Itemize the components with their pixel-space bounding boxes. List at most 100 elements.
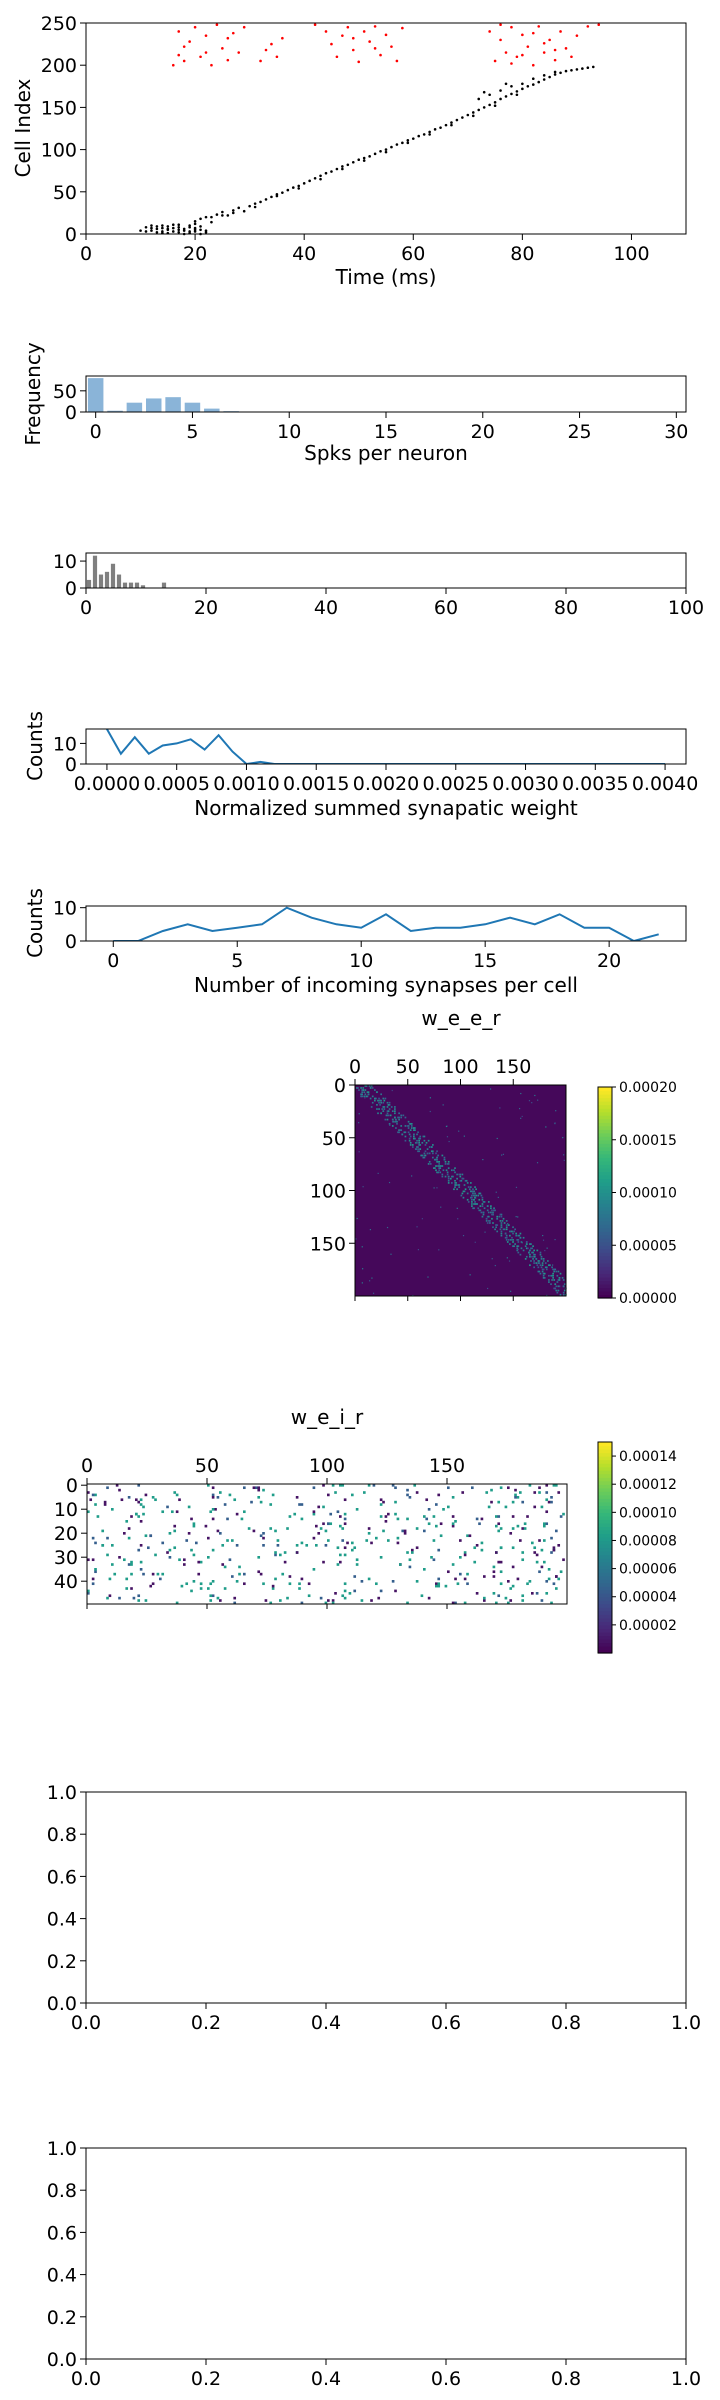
heatmap-cell (510, 1290, 512, 1292)
heatmap-cell (467, 1201, 470, 1203)
heatmap-cell (415, 1491, 419, 1494)
x-tick-label: 100 (442, 1056, 478, 1078)
colorbar-segment (598, 1473, 612, 1478)
x-tick-label: 20 (597, 950, 621, 972)
colorbar-segment (598, 1484, 612, 1489)
colorbar-segment (598, 1196, 612, 1201)
x-tick-label: 150 (495, 1056, 531, 1078)
heatmap-cell (548, 1264, 550, 1267)
heatmap-cell (334, 1491, 337, 1494)
heatmap-cell (437, 1154, 439, 1157)
heatmap-cell (435, 1158, 437, 1161)
heatmap-cell (485, 1491, 489, 1494)
heatmap-cell (505, 1228, 508, 1231)
heatmap-cell (228, 1493, 232, 1497)
heatmap-cell (545, 1491, 549, 1494)
heatmap-cell (409, 1129, 412, 1131)
heatmap-cell (509, 1532, 513, 1535)
spike-point (335, 167, 339, 171)
heatmap-cell (367, 1577, 371, 1581)
heatmap-cell (447, 1160, 450, 1163)
heatmap-cell (226, 1539, 229, 1542)
heatmap-cell (466, 1534, 469, 1538)
heatmap-cell (473, 1546, 477, 1550)
heatmap-cell (545, 1484, 549, 1487)
heatmap-cell (372, 1484, 376, 1487)
heatmap-cell (461, 1192, 464, 1195)
heatmap-cell (531, 1592, 534, 1595)
heatmap-cell (531, 1102, 533, 1104)
colorbar-segment (598, 1445, 612, 1450)
heatmap-cell (363, 1095, 366, 1098)
heatmap-cell (166, 1551, 169, 1554)
spike-point-inhibitory (330, 42, 333, 46)
heatmap-cell (471, 1201, 473, 1203)
heatmap-cell (494, 1264, 496, 1267)
heatmap-cell (416, 1146, 418, 1148)
heatmap-cell (377, 1112, 379, 1115)
x-tick-label: 0 (107, 950, 119, 972)
spike-point (297, 187, 301, 190)
heatmap-cell (478, 1209, 481, 1212)
heatmap-cell (475, 1194, 477, 1197)
heatmap-cell (394, 1512, 397, 1516)
heatmap-cell (490, 1500, 493, 1504)
heatmap-cell (485, 1220, 488, 1222)
heatmap-cell (499, 1220, 502, 1222)
spike-point (199, 217, 202, 221)
heatmap-cell (482, 1158, 484, 1161)
spike-point-inhibitory (504, 51, 508, 54)
heatmap-cell (466, 1572, 469, 1576)
empty-axes-2: 0.0 0.2 0.4 0.6 0.8 1.00.00.20.40.60.81.0 (47, 2138, 701, 2390)
heatmap-cell (147, 1546, 150, 1550)
heatmap-cell (451, 1522, 455, 1526)
heatmap-cell (515, 1186, 518, 1188)
heatmap-cell (211, 1517, 215, 1521)
heatmap-cell (516, 1239, 519, 1241)
heatmap-cell (447, 1177, 450, 1180)
spike-point (504, 95, 508, 98)
heatmap-cell (370, 1085, 373, 1087)
synapse-counts-line (113, 906, 659, 941)
heatmap-cell (531, 1541, 534, 1545)
x-tick-label: 20 (471, 421, 495, 443)
heatmap-cell (417, 1148, 419, 1150)
colorbar-segment (598, 1540, 612, 1545)
heatmap-cell (488, 1220, 491, 1222)
spike-point (455, 118, 459, 122)
colorbar-segment (598, 1543, 612, 1549)
heatmap-cell (327, 1599, 330, 1602)
spike-point-inhibitory (281, 36, 284, 40)
heatmap-cell (89, 1498, 93, 1502)
heatmap-cell (432, 1152, 434, 1155)
heatmap-cell (441, 1175, 444, 1178)
heatmap-cell (319, 1527, 323, 1530)
colorbar-segment (598, 1501, 612, 1506)
colorbar-segment (598, 1269, 612, 1274)
heatmap-cell (535, 1592, 539, 1595)
spike-point (346, 163, 350, 167)
heatmap-cell (432, 1144, 434, 1146)
heatmap-cell (101, 1529, 105, 1533)
heatmap-cell (343, 1553, 347, 1557)
heatmap-cell (404, 1125, 407, 1127)
heatmap-cell (418, 1137, 420, 1140)
heatmap-cell (462, 1196, 465, 1199)
spike-point-inhibitory (526, 45, 530, 48)
heatmap-cell (475, 1197, 477, 1199)
heatmap-cell (192, 1522, 196, 1526)
heatmap-cell (562, 1285, 565, 1288)
heatmap-cell (483, 1207, 486, 1210)
heatmap-cell (386, 1226, 389, 1229)
spike-point-inhibitory (226, 36, 230, 40)
colorbar-segment (598, 1167, 612, 1172)
heatmap-cell (542, 1274, 545, 1277)
heatmap-cell (434, 1167, 436, 1169)
colorbar-segment (598, 1101, 612, 1106)
spike-point-inhibitory (199, 55, 202, 59)
heatmap-cell (537, 1266, 540, 1269)
x-tick-label: 0 (90, 421, 102, 443)
heatmap-cell (388, 1122, 391, 1125)
heatmap-cell (533, 1262, 535, 1264)
